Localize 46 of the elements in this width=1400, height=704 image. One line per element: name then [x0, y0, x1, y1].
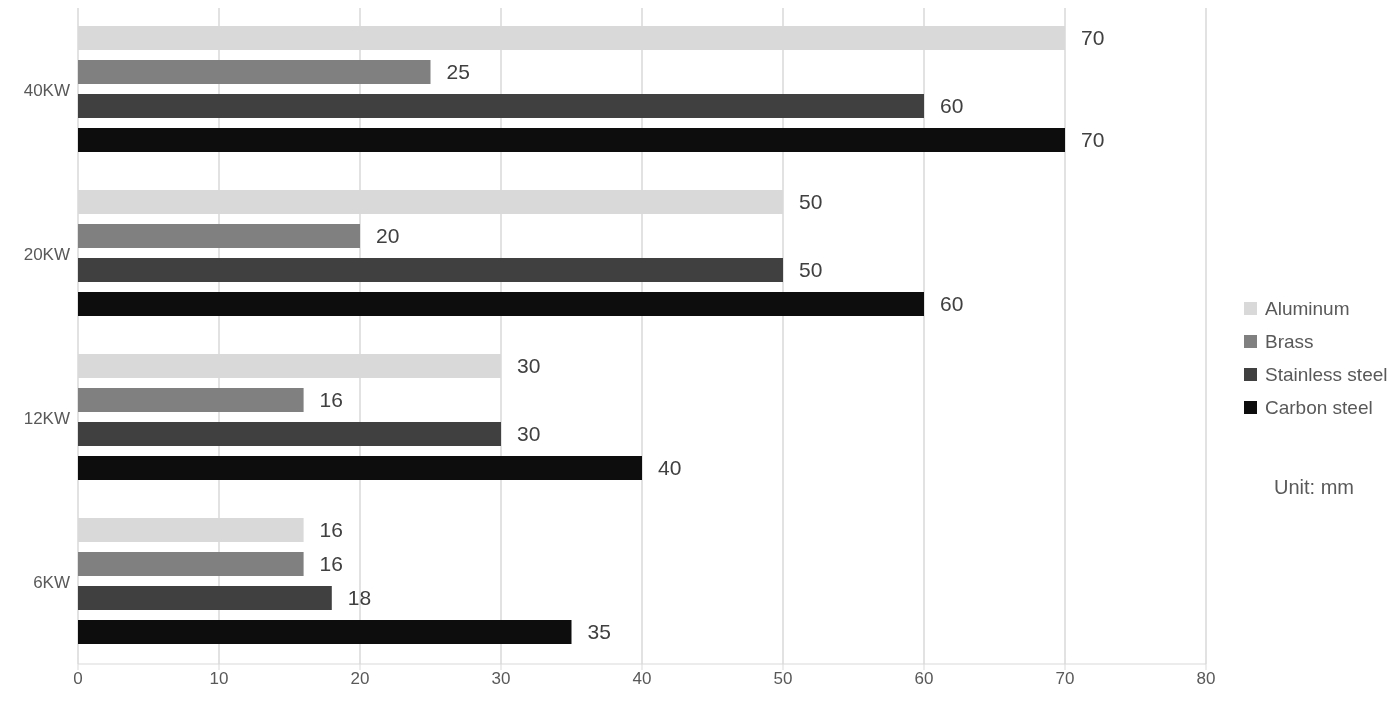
data-label: 70: [1081, 128, 1105, 152]
bar: [78, 552, 304, 577]
bar: [78, 620, 572, 645]
bar: [78, 388, 304, 413]
data-label: 50: [799, 258, 823, 282]
x-tick-label: 0: [73, 669, 83, 689]
data-label: 30: [517, 354, 541, 378]
bar: [78, 128, 1065, 153]
text: Unit: mm: [1274, 476, 1354, 499]
data-label: 50: [799, 190, 823, 214]
data-label: 16: [319, 518, 343, 542]
bar: [78, 60, 431, 85]
bar: [78, 586, 332, 611]
y-tick-label: 20KW: [23, 245, 70, 265]
legend-label: Carbon steel: [1265, 396, 1373, 419]
y-tick-label: 12KW: [23, 409, 70, 429]
x-tick-label: 20: [350, 669, 370, 689]
x-tick-label: 10: [209, 669, 229, 689]
bar: [78, 456, 642, 481]
data-label: 18: [347, 586, 372, 610]
y-tick-label: 6KW: [33, 573, 70, 593]
data-label: 60: [940, 292, 964, 316]
legend-label: Stainless steel: [1265, 363, 1388, 386]
x-tick-label: 70: [1055, 669, 1075, 689]
bar: [78, 422, 501, 447]
bar: [78, 224, 360, 249]
legend-label: Brass: [1265, 330, 1314, 353]
x-tick-label: 40: [632, 669, 652, 689]
data-label: 16: [319, 552, 343, 576]
data-label: 60: [940, 94, 964, 118]
legend-label: Aluminum: [1265, 297, 1350, 320]
data-label: 25: [446, 60, 470, 84]
data-label: 70: [1081, 26, 1105, 50]
x-tick-label: 80: [1196, 669, 1216, 689]
bar: [78, 94, 924, 119]
bar: [78, 292, 924, 317]
data-label: 30: [517, 422, 541, 446]
bar: [78, 258, 783, 283]
x-tick-label: 60: [914, 669, 934, 689]
x-tick-label: 30: [491, 669, 511, 689]
data-label: 40: [658, 456, 682, 480]
x-tick-label: 50: [773, 669, 793, 689]
data-label: 20: [376, 224, 400, 248]
y-tick-label: 40KW: [23, 81, 70, 101]
data-label: 16: [319, 388, 343, 412]
data-label: 35: [587, 620, 611, 644]
